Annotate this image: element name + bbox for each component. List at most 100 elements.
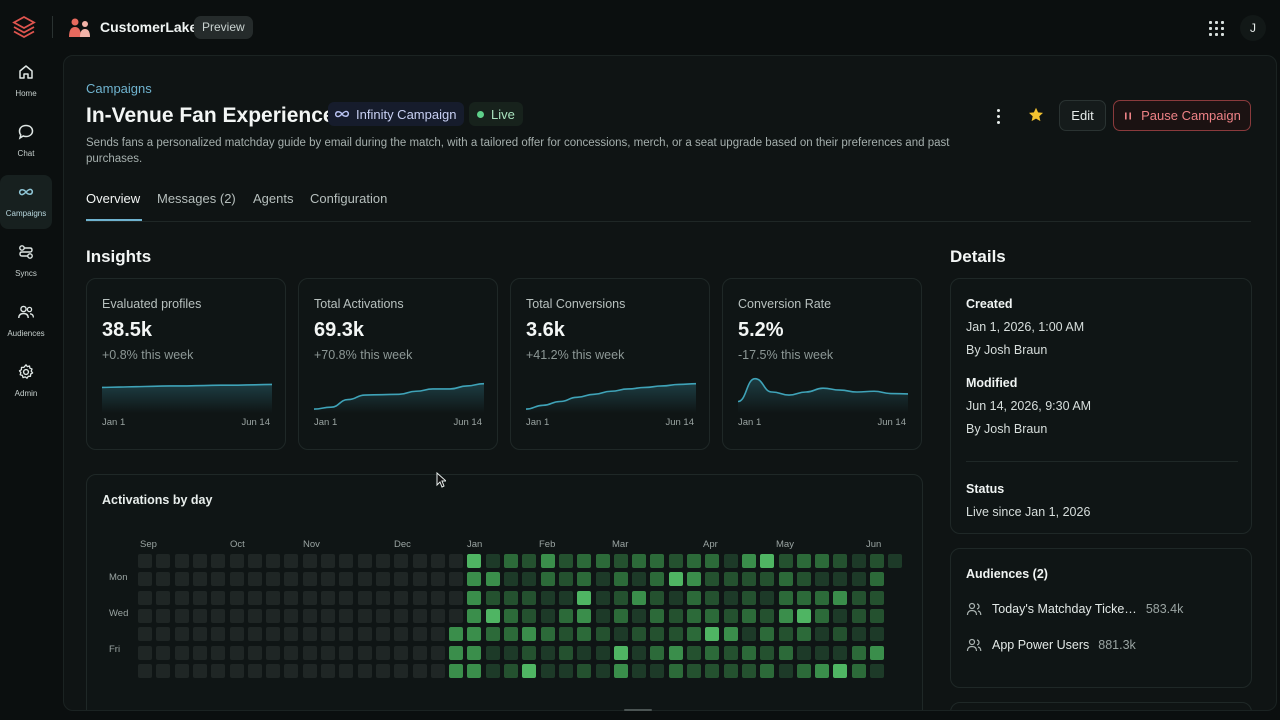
heatmap-cell[interactable] (760, 663, 775, 678)
resize-handle[interactable] (624, 709, 652, 711)
heatmap-cell[interactable] (650, 590, 665, 605)
heatmap-cell[interactable] (815, 554, 830, 568)
heatmap-cell[interactable] (870, 608, 884, 623)
heatmap-cell[interactable] (412, 645, 427, 660)
heatmap-cell[interactable] (705, 645, 720, 660)
heatmap-cell[interactable] (229, 645, 244, 660)
heatmap-cell[interactable] (577, 627, 592, 642)
heatmap-cell[interactable] (888, 554, 903, 568)
heatmap-cell[interactable] (741, 572, 756, 587)
heatmap-cell[interactable] (796, 590, 811, 605)
heatmap-cell[interactable] (174, 572, 189, 587)
heatmap-cell[interactable] (870, 663, 884, 678)
heatmap-cell[interactable] (778, 645, 793, 660)
pause-campaign-button[interactable]: Pause Campaign (1113, 100, 1251, 131)
heatmap-cell[interactable] (449, 627, 464, 642)
heatmap-cell[interactable] (504, 645, 518, 660)
heatmap-cell[interactable] (321, 663, 335, 678)
heatmap-cell[interactable] (375, 627, 390, 642)
heatmap-cell[interactable] (577, 572, 592, 587)
heatmap-cell[interactable] (522, 627, 537, 642)
heatmap-cell[interactable] (796, 554, 811, 568)
heatmap-cell[interactable] (815, 608, 830, 623)
heatmap-cell[interactable] (741, 590, 756, 605)
heatmap-cell[interactable] (138, 663, 152, 678)
audience-row[interactable]: App Power Users 881.3k (966, 635, 1238, 655)
heatmap-cell[interactable] (760, 554, 775, 568)
heatmap-cell[interactable] (211, 663, 226, 678)
heatmap-cell[interactable] (284, 608, 299, 623)
heatmap-cell[interactable] (247, 572, 262, 587)
heatmap-cell[interactable] (412, 663, 427, 678)
heatmap-cell[interactable] (650, 572, 665, 587)
heatmap-cell[interactable] (595, 627, 610, 642)
heatmap-cell[interactable] (522, 608, 537, 623)
heatmap-cell[interactable] (870, 572, 884, 587)
heatmap-cell[interactable] (632, 572, 647, 587)
heatmap-cell[interactable] (430, 645, 445, 660)
heatmap-cell[interactable] (632, 645, 647, 660)
heatmap-cell[interactable] (687, 572, 701, 587)
heatmap-cell[interactable] (760, 572, 775, 587)
heatmap-cell[interactable] (284, 572, 299, 587)
heatmap-cell[interactable] (833, 663, 848, 678)
heatmap-cell[interactable] (650, 663, 665, 678)
heatmap-cell[interactable] (796, 663, 811, 678)
heatmap-cell[interactable] (211, 627, 226, 642)
heatmap-cell[interactable] (229, 590, 244, 605)
heatmap-cell[interactable] (357, 663, 372, 678)
heatmap-cell[interactable] (522, 554, 537, 568)
heatmap-cell[interactable] (211, 554, 226, 568)
heatmap-cell[interactable] (375, 663, 390, 678)
tab-agents[interactable]: Agents (253, 191, 294, 206)
heatmap-cell[interactable] (778, 627, 793, 642)
heatmap-cell[interactable] (467, 627, 482, 642)
heatmap-cell[interactable] (430, 627, 445, 642)
heatmap-cell[interactable] (467, 645, 482, 660)
heatmap-cell[interactable] (558, 645, 573, 660)
heatmap-cell[interactable] (778, 663, 793, 678)
heatmap-cell[interactable] (430, 663, 445, 678)
heatmap-cell[interactable] (577, 645, 592, 660)
heatmap-cell[interactable] (485, 627, 500, 642)
heatmap-cell[interactable] (723, 608, 738, 623)
heatmap-cell[interactable] (540, 608, 555, 623)
heatmap-cell[interactable] (394, 645, 409, 660)
heatmap-cell[interactable] (687, 663, 701, 678)
heatmap-cell[interactable] (302, 572, 317, 587)
heatmap-cell[interactable] (723, 663, 738, 678)
heatmap-cell[interactable] (613, 590, 628, 605)
tab-overview[interactable]: Overview (86, 191, 141, 206)
heatmap-cell[interactable] (375, 645, 390, 660)
heatmap-cell[interactable] (540, 554, 555, 568)
heatmap-cell[interactable] (430, 590, 445, 605)
heatmap-cell[interactable] (357, 572, 372, 587)
heatmap-cell[interactable] (339, 572, 354, 587)
heatmap-cell[interactable] (595, 554, 610, 568)
heatmap-cell[interactable] (613, 663, 628, 678)
heatmap-cell[interactable] (723, 645, 738, 660)
heatmap-cell[interactable] (833, 608, 848, 623)
heatmap-cell[interactable] (650, 608, 665, 623)
heatmap-cell[interactable] (192, 663, 207, 678)
heatmap-cell[interactable] (266, 572, 281, 587)
heatmap-cell[interactable] (595, 663, 610, 678)
heatmap-cell[interactable] (138, 608, 152, 623)
heatmap-cell[interactable] (192, 554, 207, 568)
heatmap-cell[interactable] (632, 608, 647, 623)
heatmap-cell[interactable] (284, 554, 299, 568)
heatmap-cell[interactable] (833, 572, 848, 587)
heatmap-cell[interactable] (229, 608, 244, 623)
heatmap-cell[interactable] (705, 627, 720, 642)
heatmap-cell[interactable] (284, 645, 299, 660)
heatmap-cell[interactable] (485, 645, 500, 660)
heatmap-cell[interactable] (558, 590, 573, 605)
heatmap-cell[interactable] (504, 554, 518, 568)
heatmap-cell[interactable] (613, 627, 628, 642)
heatmap-cell[interactable] (302, 627, 317, 642)
sidebar-item-admin[interactable]: Admin (0, 355, 52, 409)
heatmap-cell[interactable] (741, 627, 756, 642)
heatmap-cell[interactable] (760, 645, 775, 660)
heatmap-cell[interactable] (796, 572, 811, 587)
heatmap-cell[interactable] (412, 590, 427, 605)
